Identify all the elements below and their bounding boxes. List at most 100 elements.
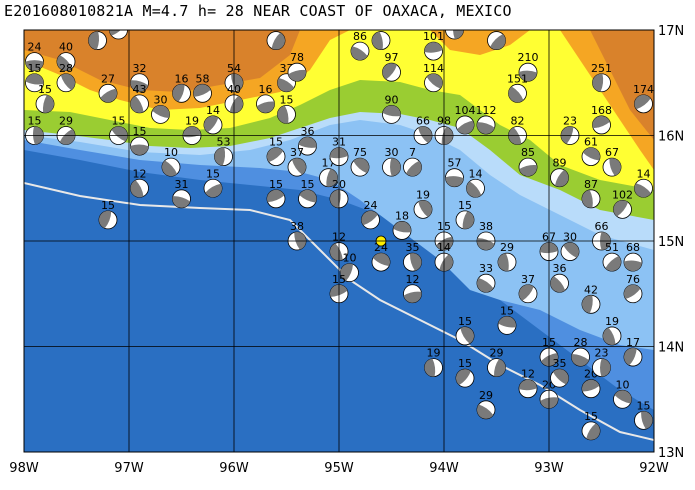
depth-label: 37	[521, 273, 535, 286]
depth-label: 15	[269, 136, 283, 149]
focal-mechanism: 16	[172, 72, 191, 103]
focal-mechanism: 29	[476, 389, 496, 420]
lon-tick-label: 95W	[324, 461, 354, 476]
depth-label: 23	[595, 347, 609, 360]
focal-mechanism: 36	[550, 262, 569, 293]
depth-label: 19	[427, 347, 441, 360]
depth-label: 58	[196, 72, 210, 85]
focal-mechanism: 24	[25, 41, 44, 72]
depth-label: 162	[486, 20, 507, 33]
focal-mechanism: 104	[455, 104, 476, 135]
focal-mechanism: 15	[266, 178, 286, 209]
depth-label: 66	[416, 115, 430, 128]
focal-mechanism: 57	[445, 157, 464, 188]
focal-mechanism: 12	[403, 273, 422, 304]
depth-label: 15	[133, 125, 147, 138]
depth-label: 10	[164, 146, 178, 159]
focal-mechanism: 15	[25, 62, 44, 93]
depth-label: 12	[521, 368, 535, 381]
focal-mechanism: 30	[560, 231, 580, 261]
depth-label: 15	[458, 357, 472, 370]
focal-mechanism: 17	[319, 157, 338, 188]
focal-mechanism: 75	[350, 146, 370, 177]
focal-mechanism: 15	[25, 115, 44, 145]
focal-mechanism: 58	[193, 72, 212, 103]
lon-tick-label: 92W	[639, 461, 669, 476]
focal-mechanism: 251	[591, 62, 612, 93]
longitude-ticks: 98W 97W 96W 95W 94W 93W 92W	[9, 461, 669, 476]
depth-label: 168	[591, 104, 612, 117]
depth-label: 36	[301, 125, 315, 138]
focal-mechanism: 27	[98, 72, 118, 103]
focal-mechanism: 29	[487, 347, 506, 378]
depth-label: 40	[59, 41, 73, 54]
focal-mechanism: 51	[602, 241, 622, 272]
depth-label: 12	[406, 273, 420, 286]
focal-mechanism: 82	[508, 115, 527, 145]
focal-mechanism: 85	[518, 146, 538, 177]
depth-label: 31	[175, 178, 189, 191]
focal-mechanism: 15	[581, 410, 601, 441]
focal-mechanism: 131	[445, 30, 464, 40]
event-title: E201608010821A M=4.7 h= 28 NEAR COAST OF…	[4, 2, 512, 20]
focal-mechanism: 102	[612, 188, 633, 219]
land-peak-east	[590, 30, 654, 140]
depth-label: 38	[290, 220, 304, 233]
focal-mechanism: 38	[476, 220, 496, 251]
depth-label: 15	[38, 83, 52, 96]
depth-label: 90	[385, 93, 399, 106]
focal-mechanism: 15	[98, 199, 118, 230]
focal-mechanism: 15	[88, 20, 107, 50]
depth-label: 210	[518, 51, 539, 64]
focal-mechanism: 30	[151, 93, 170, 124]
focal-mechanism: 35	[403, 241, 422, 272]
depth-label: 23	[563, 115, 577, 128]
focal-mechanism: 112	[476, 104, 497, 135]
depth-label: 57	[448, 157, 462, 170]
depth-label: 114	[423, 62, 444, 75]
depth-label: 29	[490, 347, 504, 360]
lat-tick-label: 16N	[658, 130, 684, 145]
focal-mechanism: 15	[203, 167, 223, 198]
depth-label: 75	[353, 146, 367, 159]
depth-label: 51	[605, 241, 619, 254]
depth-label: 174	[633, 83, 654, 96]
depth-label: 38	[479, 220, 493, 233]
trench-line	[24, 182, 654, 441]
depth-label: 19	[416, 188, 430, 201]
lat-tick-label: 14N	[658, 341, 684, 356]
depth-label: 29	[59, 115, 73, 128]
depth-label: 15	[91, 20, 105, 33]
focal-mechanism: 38	[287, 220, 307, 251]
depth-label: 76	[626, 273, 640, 286]
lon-tick-label: 98W	[9, 461, 39, 476]
depth-label: 16	[175, 72, 189, 85]
depth-label: 19	[185, 115, 199, 128]
lon-tick-label: 97W	[114, 461, 144, 476]
depth-label: 12	[133, 167, 147, 180]
depth-label: 10	[343, 252, 357, 265]
depth-label: 112	[476, 104, 497, 117]
lat-tick-label: 17N	[658, 24, 684, 39]
depth-label: 17	[626, 336, 640, 349]
focal-mechanism: 12	[130, 167, 149, 198]
depth-label: 14	[637, 167, 651, 180]
depth-label: 15	[28, 62, 42, 75]
focal-mechanism: 67	[602, 146, 622, 177]
focal-mechanism: 15	[497, 304, 517, 335]
focal-mechanism: 86	[350, 30, 370, 61]
depth-label: 30	[563, 231, 577, 244]
focal-mechanism: 14	[634, 167, 653, 198]
depth-label: 18	[395, 209, 409, 222]
focal-mechanism: 210	[518, 51, 539, 82]
focal-mechanism: 14	[466, 167, 485, 198]
focal-mechanism: 29	[56, 115, 76, 145]
focal-mechanism: 87	[581, 178, 601, 209]
depth-label: 30	[385, 146, 399, 159]
focal-mechanism: 15	[455, 357, 475, 388]
focal-mechanism: 15	[130, 125, 149, 156]
focal-mechanism: 76	[623, 273, 643, 304]
depth-label: 251	[591, 62, 612, 75]
focal-mechanism: 37	[287, 146, 307, 177]
